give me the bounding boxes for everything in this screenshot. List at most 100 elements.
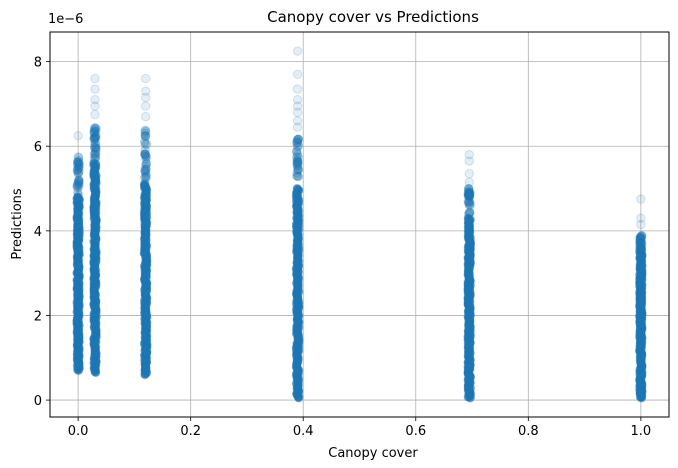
data-point [635, 238, 646, 248]
data-point [74, 161, 84, 172]
data-point [293, 164, 303, 175]
data-point [463, 191, 473, 201]
data-points [72, 46, 647, 403]
data-point [141, 151, 151, 162]
data-point [464, 191, 475, 202]
y-tick-label: 6 [34, 140, 42, 155]
data-point [635, 233, 645, 243]
data-point [140, 131, 150, 141]
data-point [141, 170, 151, 180]
outlier-point [90, 73, 100, 84]
data-point [73, 190, 84, 200]
data-point [636, 234, 647, 244]
data-point [141, 171, 151, 182]
plot-frame [49, 31, 670, 418]
data-point [636, 246, 646, 256]
data-point [465, 190, 475, 201]
data-point [464, 191, 474, 201]
data-point [90, 138, 100, 148]
outlier-point [73, 152, 83, 162]
data-point [293, 161, 303, 171]
data-point [292, 171, 302, 181]
data-point [464, 196, 475, 207]
data-point [72, 165, 83, 176]
chart-title: Canopy cover vs Predictions [267, 8, 479, 26]
x-tick-label: 1.0 [631, 424, 652, 439]
data-point [293, 172, 304, 182]
data-point [140, 126, 151, 137]
data-point [463, 189, 474, 199]
data-point [141, 161, 151, 171]
data-point [464, 196, 474, 206]
data-point [141, 151, 151, 161]
data-point [140, 131, 151, 142]
data-point [464, 200, 474, 210]
data-point [464, 187, 474, 197]
data-point [635, 242, 645, 253]
data-point [635, 243, 646, 253]
data-point [635, 235, 645, 245]
data-point [293, 152, 304, 163]
data-point [636, 231, 647, 241]
outlier-point [464, 156, 474, 166]
data-point [74, 175, 84, 186]
data-point [292, 152, 302, 162]
outlier-point [73, 162, 83, 173]
data-point [140, 177, 150, 188]
outlier-point [464, 169, 474, 179]
data-point [90, 132, 101, 142]
data-point [89, 134, 99, 145]
data-point [73, 168, 83, 179]
x-axis-label: Canopy cover [328, 446, 418, 461]
data-point [91, 147, 101, 157]
data-point [634, 247, 645, 257]
data-point [636, 246, 647, 256]
data-point [73, 157, 84, 168]
data-point [90, 126, 101, 136]
data-point [463, 213, 474, 223]
data-point [73, 187, 83, 198]
x-tick-label: 0.0 [68, 424, 89, 439]
data-point [140, 145, 150, 155]
data-point [637, 230, 647, 241]
data-point [463, 190, 474, 200]
data-point [636, 231, 647, 241]
y-tick-label: 0 [34, 394, 42, 409]
data-point [89, 141, 100, 152]
data-point [292, 159, 302, 169]
data-point [635, 237, 645, 248]
data-point [635, 240, 645, 250]
data-point [292, 142, 303, 152]
data-point [141, 173, 151, 183]
data-point [141, 159, 151, 169]
data-point [140, 149, 150, 159]
data-point [74, 176, 84, 187]
data-point [637, 241, 647, 251]
outlier-point [292, 116, 303, 126]
x-tick-label: 0.6 [405, 424, 426, 439]
data-point [72, 181, 82, 191]
data-point [139, 136, 150, 147]
data-point [89, 125, 100, 135]
data-point [292, 147, 302, 157]
data-point [464, 191, 474, 202]
data-point [292, 155, 302, 166]
data-point [140, 172, 150, 183]
data-point [74, 163, 84, 173]
data-point [72, 156, 83, 167]
data-point [140, 131, 151, 141]
data-point [635, 242, 646, 253]
data-point [463, 183, 474, 194]
data-point [636, 237, 647, 248]
data-point [90, 134, 100, 144]
data-point [90, 132, 100, 142]
data-point [91, 123, 101, 134]
data-point [293, 164, 303, 175]
data-point [73, 192, 83, 202]
data-point [464, 207, 475, 217]
data-point [140, 139, 150, 149]
data-point [140, 125, 151, 135]
outlier-point [292, 122, 303, 132]
data-point [89, 133, 100, 143]
outlier-point [292, 46, 303, 56]
